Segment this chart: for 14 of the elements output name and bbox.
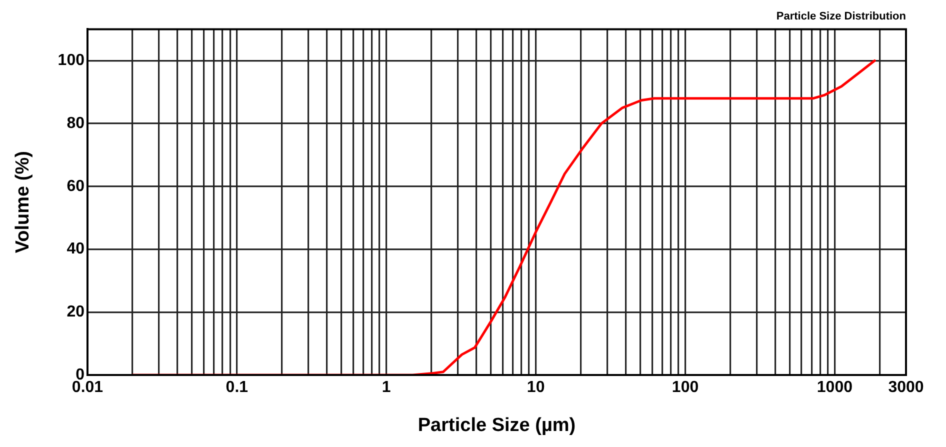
x-tick-label: 100 <box>672 379 699 396</box>
y-tick-label: 60 <box>66 178 85 195</box>
y-tick-label: 80 <box>66 114 85 132</box>
x-tick-label: 0.1 <box>226 379 248 396</box>
y-tick-label: 40 <box>66 240 85 258</box>
y-tick-label: 20 <box>66 304 85 321</box>
y-axis-title: Volume (%) <box>12 151 34 254</box>
x-tick-label: 3000 <box>888 379 924 396</box>
x-tick-label: 1 <box>382 379 391 396</box>
x-tick-label: 10 <box>526 379 545 396</box>
y-tick-label: 100 <box>58 52 85 70</box>
x-tick-label: 1000 <box>816 379 853 396</box>
chart-title: Particle Size Distribution <box>776 10 906 23</box>
x-axis-title: Particle Size (µm) <box>418 414 576 436</box>
